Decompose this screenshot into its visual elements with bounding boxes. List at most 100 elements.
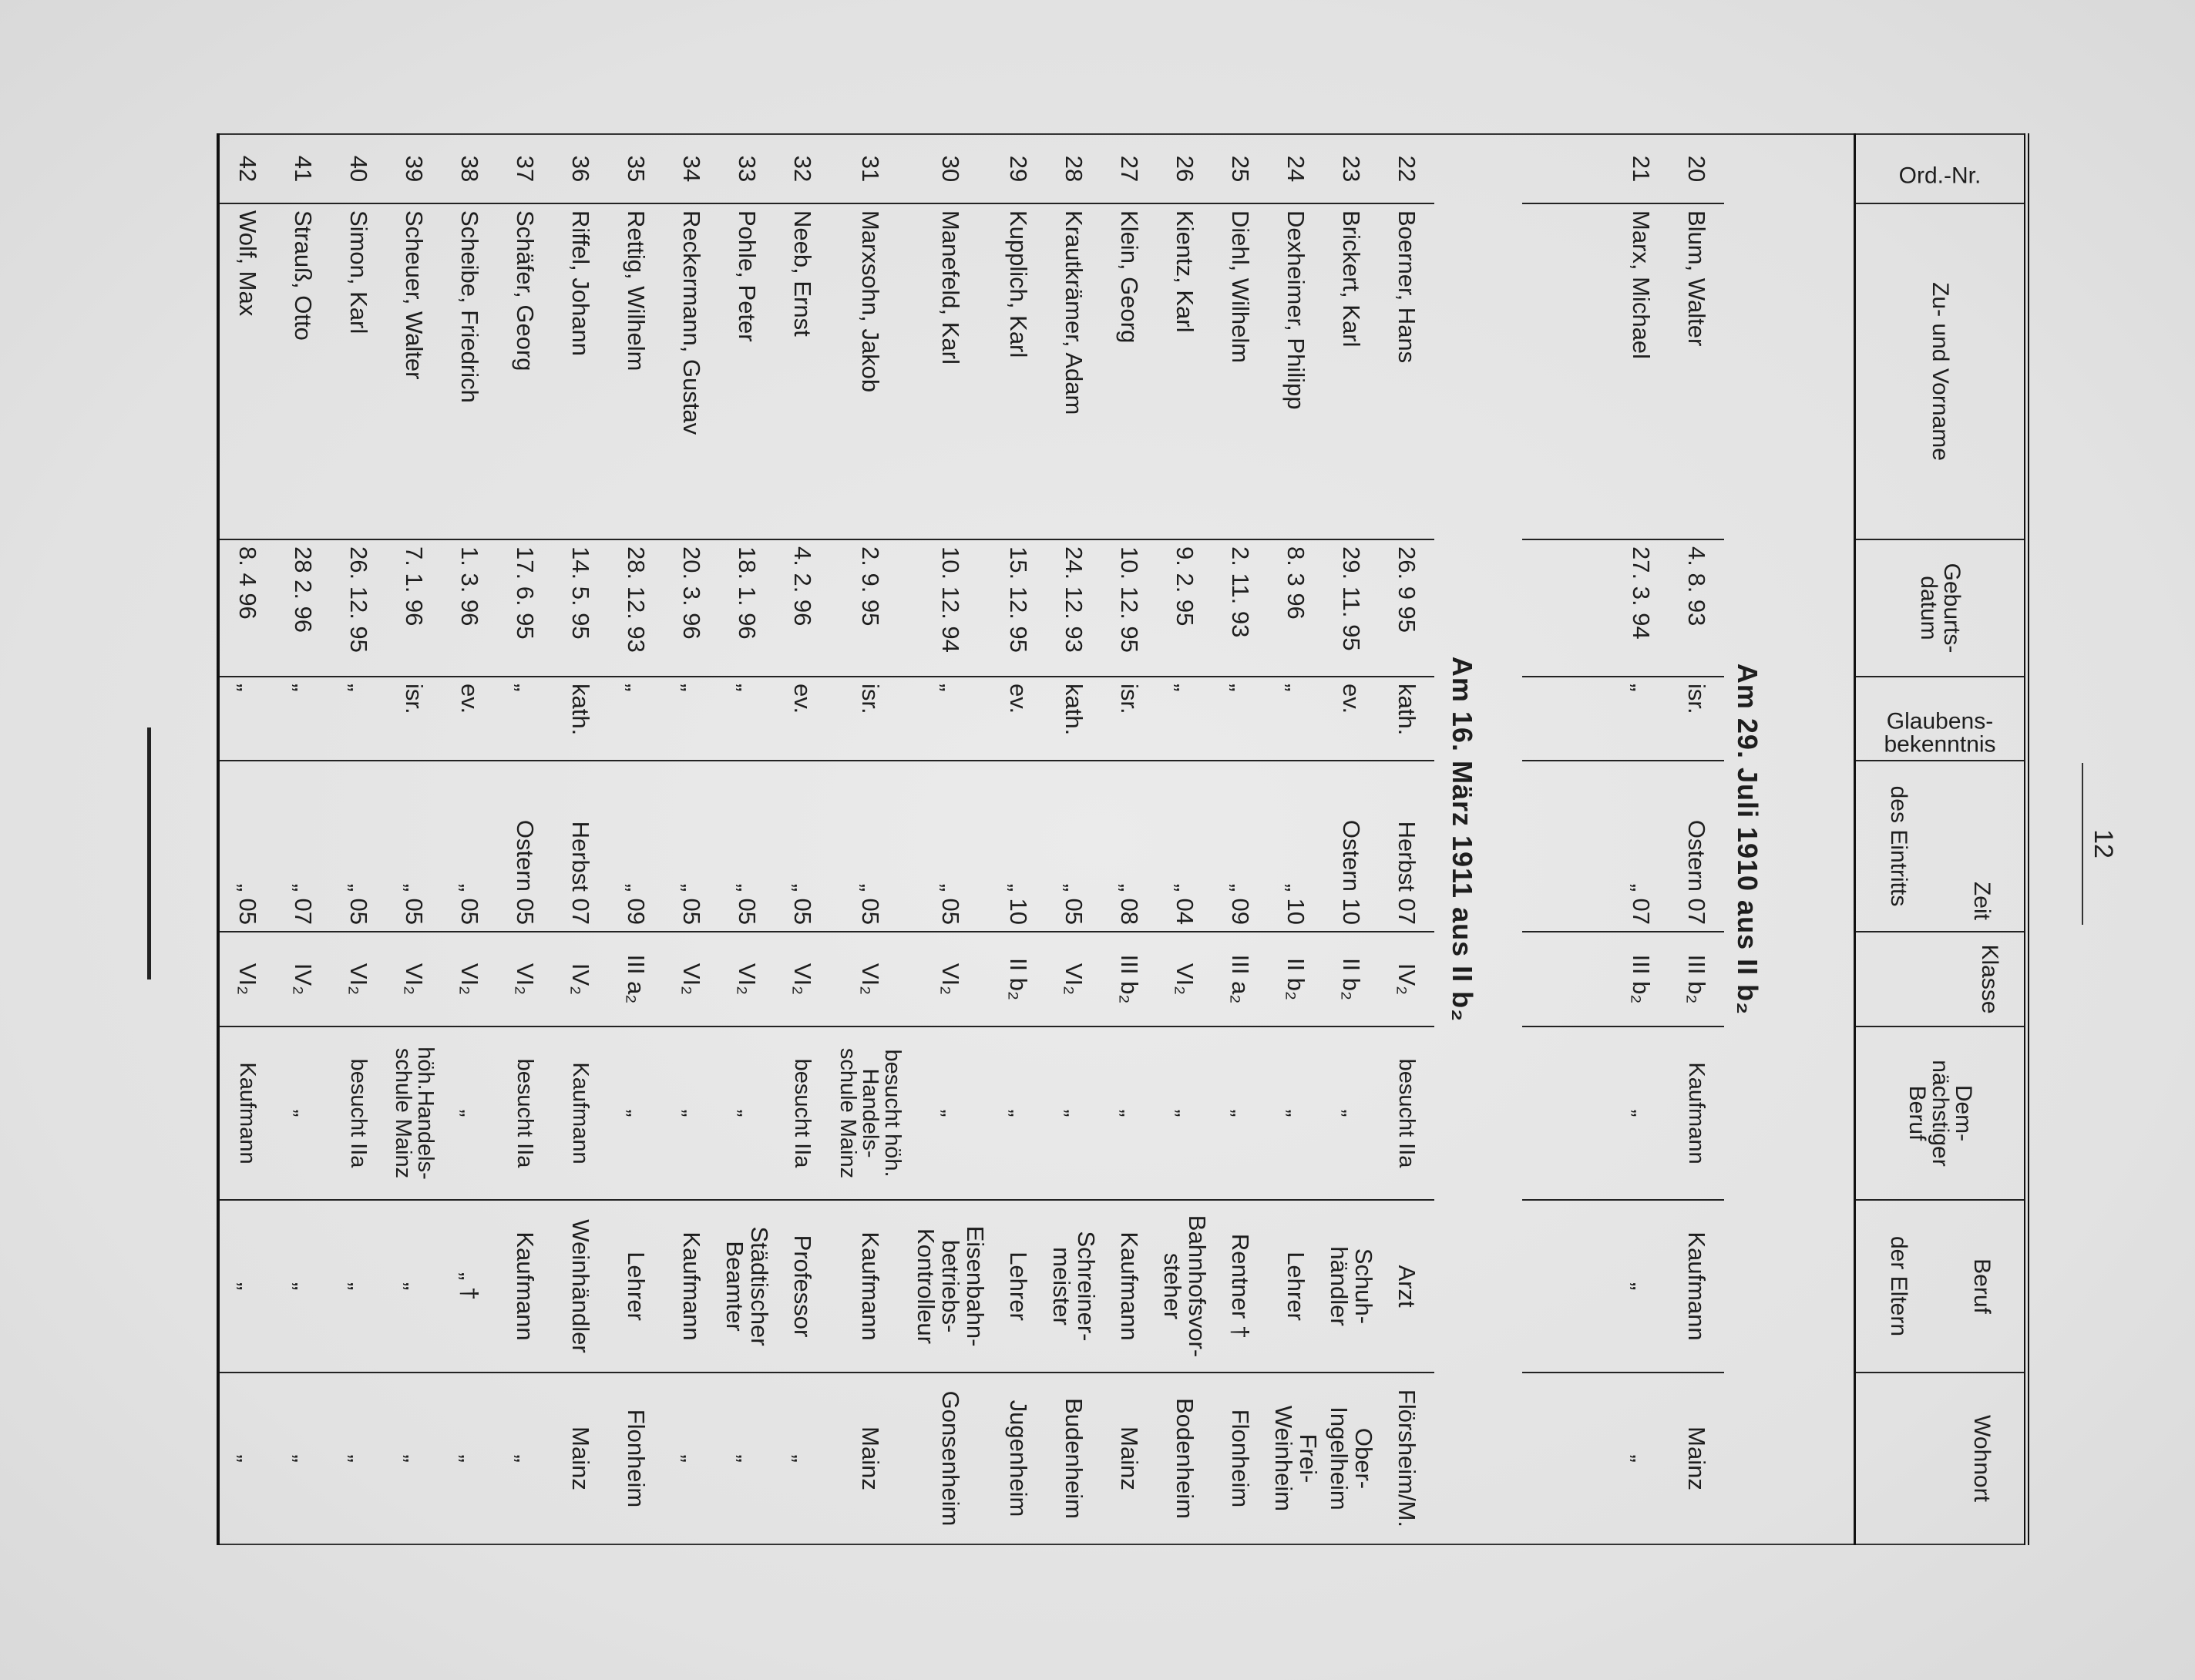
col-name: Zu- und Vorname <box>1854 203 2027 539</box>
entry-time-cell: „ 05 <box>719 761 775 932</box>
religion-cell: „ <box>497 677 553 761</box>
col-parents-residence: Wohnort <box>1854 1373 2027 1544</box>
entry-class-cell: II b₂ <box>1323 932 1379 1026</box>
religion-cell: ev. <box>442 677 497 761</box>
future-job-cell: „ <box>910 1026 990 1200</box>
ord-nr-cell: 23 <box>1338 155 1365 183</box>
entry-time-cell: Herbst 07 <box>553 761 608 932</box>
religion-cell: „ <box>1268 677 1323 761</box>
name-cell: Kientz, Karl <box>1157 203 1212 539</box>
header-entry-class: Klasse <box>1977 944 2002 1014</box>
parents-job-cell: „ <box>386 1200 442 1373</box>
entry-class-cell: VI₂ <box>497 932 553 1026</box>
parents-job-cell: „ <box>1613 1200 1669 1373</box>
section-heading: Am 29. Juli 1910 aus II b₂ <box>1732 663 1763 1016</box>
table-row: 31 Marxsohn, Jakob 2. 9. 95 isr. „ 05 VI₂ besu… <box>830 134 910 1544</box>
future-job-cell: „ <box>1157 1026 1212 1200</box>
entry-class-cell: III a₂ <box>1212 932 1268 1026</box>
entry-class-cell: VI₂ <box>719 932 775 1026</box>
birth-date-cell: 17. 6. 95 <box>497 539 553 677</box>
future-job-cell: höh.Handels- schule Mainz <box>386 1026 442 1200</box>
header-ord-nr: Ord.-Nr. <box>1898 163 1982 189</box>
empty-cell <box>1522 134 1613 203</box>
religion-cell: „ <box>218 677 275 761</box>
name-cell: Diehl, Wilhelm <box>1212 203 1268 539</box>
empty-cell <box>1522 1026 1613 1200</box>
table-row: 23 Brickert, Karl 29. 11. 95 ev. Ostern 10 II… <box>1323 134 1379 1544</box>
future-job-cell: Kaufmann <box>553 1026 608 1200</box>
birth-date-cell: 15. 12. 95 <box>990 539 1046 677</box>
parents-job-cell: Kaufmann <box>1669 1200 1724 1373</box>
col-birth: Geburts- datum <box>1854 539 2027 677</box>
entry-class-cell: III a₂ <box>608 932 664 1026</box>
table-row: 20 Blum, Walter 4. 8. 93 isr. Ostern 07 III b… <box>1669 134 1724 1544</box>
parents-residence-cell: Jugenheim <box>990 1373 1046 1544</box>
table-row: 22 Boerner, Hans 26. 9 95 kath. Herbst 07 IV₂… <box>1379 134 1434 1544</box>
birth-date-cell: 2. 11. 93 <box>1212 539 1268 677</box>
table-row: 21 Marx, Michael 27. 3. 94 „ „ 07 III b₂ „ „ „ <box>1613 134 1669 1544</box>
name-cell: Reckermann, Gustav <box>664 203 719 539</box>
header-parents-group: der Eltern <box>1886 1235 1911 1337</box>
parents-residence-cell: „ <box>275 1373 331 1544</box>
birth-date-cell: 7. 1. 96 <box>386 539 442 677</box>
table-row: 29 Kupplich, Karl 15. 12. 95 ev. „ 10 II b₂ „ L… <box>990 134 1046 1544</box>
entry-time-cell: Ostern 07 <box>1669 761 1724 932</box>
entry-class-cell: VI₂ <box>664 932 719 1026</box>
birth-date-cell: 4. 8. 93 <box>1669 539 1724 677</box>
entry-time-cell: Herbst 07 <box>1379 761 1434 932</box>
section-spacer <box>1522 134 1613 1544</box>
parents-job-cell: Kaufmann <box>830 1200 910 1373</box>
parents-job-cell: Kaufmann <box>1101 1200 1157 1373</box>
religion-cell: „ <box>1212 677 1268 761</box>
birth-date-cell: 4. 2. 96 <box>775 539 830 677</box>
name-cell: Dexheimer, Philipp <box>1268 203 1323 539</box>
empty-cell <box>1522 761 1613 932</box>
future-job-cell: „ <box>608 1026 664 1200</box>
entry-class-cell: VI₂ <box>386 932 442 1026</box>
parents-job-cell: Kaufmann <box>497 1200 553 1373</box>
section-1: Am 29. Juli 1910 aus II b₂ 20 Blum, Walter… <box>1522 134 1855 1544</box>
parents-residence-cell: Mainz <box>1669 1373 1724 1544</box>
table-row: 37 Schäfer, Georg 17. 6. 95 „ Ostern 05 VI₂ be… <box>497 134 553 1544</box>
col-ord-nr: Ord.-Nr. <box>1854 134 2027 203</box>
entry-time-cell: „ 05 <box>331 761 386 932</box>
parents-residence-cell: „ <box>1613 1373 1669 1544</box>
religion-cell: „ <box>608 677 664 761</box>
ord-nr-cell: 40 <box>345 155 372 183</box>
future-job-cell: „ <box>719 1026 775 1200</box>
parents-job-cell: Weinhändler <box>553 1200 608 1373</box>
ord-nr-cell: 38 <box>456 155 483 183</box>
empty-cell <box>1522 539 1613 677</box>
parents-job-cell: „ <box>331 1200 386 1373</box>
table-row: 30 Manefeld, Karl 10. 12. 94 „ „ 05 VI₂ „ Eisen… <box>910 134 990 1544</box>
col-parents-job: Beruf der Eltern <box>1854 1200 2027 1373</box>
birth-date-cell: 9. 2. 95 <box>1157 539 1212 677</box>
section-heading-row: Am 16. März 1911 aus II b₂ <box>1434 134 1522 1544</box>
entry-time-cell: „ 05 <box>1046 761 1101 932</box>
parents-residence-cell: Mainz <box>553 1373 608 1544</box>
parents-residence-cell: „ <box>386 1373 442 1544</box>
ord-nr-cell: 25 <box>1227 155 1254 183</box>
ord-nr-cell: 26 <box>1171 155 1198 183</box>
ord-nr-cell: 30 <box>937 155 964 183</box>
entry-time-cell: „ 10 <box>990 761 1046 932</box>
name-cell: Boerner, Hans <box>1379 203 1434 539</box>
parents-residence-cell: Flonheim <box>1212 1373 1268 1544</box>
parents-job-cell: „ <box>218 1200 275 1373</box>
name-cell: Scheibe, Friedrich <box>442 203 497 539</box>
future-job-cell: besucht IIa <box>497 1026 553 1200</box>
religion-cell: „ <box>910 677 990 761</box>
entry-class-cell: VI₂ <box>218 932 275 1026</box>
page-number: 12 <box>2082 763 2118 925</box>
parents-residence-cell: „ <box>442 1373 497 1544</box>
entry-time-cell: „ 05 <box>664 761 719 932</box>
religion-cell: ev. <box>775 677 830 761</box>
header-religion: Glaubens- bekenntnis <box>1884 708 1996 758</box>
entry-time-cell: „ 05 <box>442 761 497 932</box>
entry-time-cell: „ 05 <box>386 761 442 932</box>
empty-cell <box>1522 677 1613 761</box>
name-cell: Marxsohn, Jakob <box>830 203 910 539</box>
ord-nr-cell: 42 <box>234 155 261 183</box>
name-cell: Manefeld, Karl <box>910 203 990 539</box>
